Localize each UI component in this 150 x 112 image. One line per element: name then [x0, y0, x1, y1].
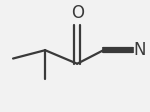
- Text: O: O: [71, 4, 84, 22]
- Text: N: N: [133, 41, 146, 59]
